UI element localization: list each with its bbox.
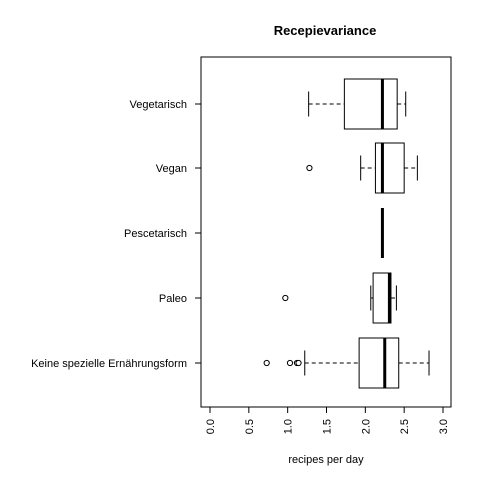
- box-iqr: [372, 272, 392, 324]
- y-tick-label: Pescetarisch: [124, 228, 187, 240]
- x-tick-label: 1.0: [283, 419, 295, 434]
- box-iqr: [374, 142, 405, 194]
- outlier-point: [295, 359, 302, 367]
- outlier-point: [286, 359, 294, 367]
- outlier-point: [306, 164, 313, 172]
- box-iqr: [358, 337, 400, 389]
- x-axis: 0.0 0.5 1.0 1.5 2.0 2.5 3.0: [205, 406, 450, 434]
- y-axis: Vegetarisch Vegan Pescetarisch Paleo Keine s…: [31, 99, 201, 370]
- box-group: [263, 337, 430, 389]
- boxes-layer: [263, 78, 430, 389]
- y-tick-label: Vegetarisch: [130, 99, 187, 111]
- x-tick-label: 0.0: [205, 419, 217, 434]
- outlier-point: [263, 359, 270, 367]
- box-iqr: [343, 78, 398, 130]
- y-tick-label: Keine spezielle Ernährungsform: [31, 358, 187, 370]
- y-tick-label: Vegan: [156, 163, 187, 175]
- x-axis-label: recipes per day: [288, 454, 364, 466]
- plot-frame: [200, 56, 452, 408]
- x-tick-label: 2.0: [360, 419, 372, 434]
- x-tick-label: 3.0: [438, 419, 450, 434]
- box-group: [308, 78, 407, 130]
- box-group: [282, 272, 397, 324]
- x-tick-label: 2.5: [399, 419, 411, 434]
- x-tick-label: 0.5: [244, 419, 256, 434]
- outlier-point: [282, 294, 289, 302]
- chart-title: Recepievariance: [274, 23, 377, 38]
- box-group: [306, 142, 418, 194]
- y-tick-label: Paleo: [159, 293, 187, 305]
- x-tick-label: 1.5: [322, 419, 334, 434]
